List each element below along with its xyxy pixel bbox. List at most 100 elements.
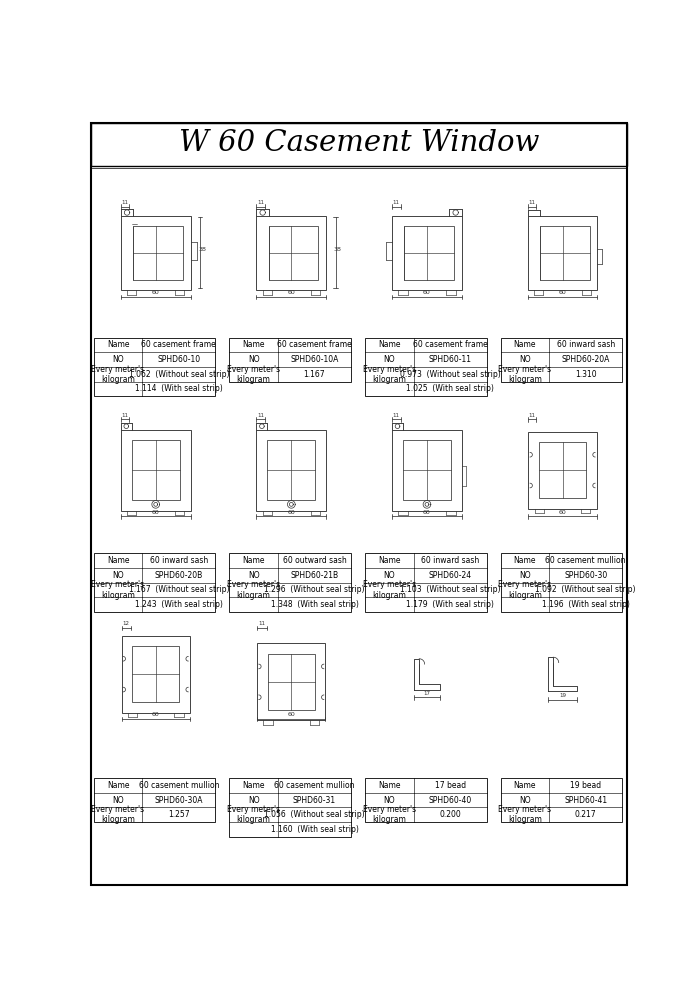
Bar bbox=[94, 778, 216, 822]
Text: Every meter's
kilogram: Every meter's kilogram bbox=[227, 364, 280, 384]
Text: 11: 11 bbox=[122, 413, 129, 418]
Text: Name: Name bbox=[514, 780, 536, 790]
Bar bbox=[132, 647, 179, 702]
Bar bbox=[121, 217, 190, 289]
Text: NO: NO bbox=[248, 795, 260, 804]
Text: NO: NO bbox=[112, 571, 124, 580]
Bar bbox=[267, 440, 315, 500]
Text: Every meter's
kilogram: Every meter's kilogram bbox=[92, 580, 145, 600]
Bar bbox=[230, 778, 351, 836]
Text: 19: 19 bbox=[559, 693, 566, 698]
Text: 1.114  (With seal strip): 1.114 (With seal strip) bbox=[135, 384, 223, 393]
Bar bbox=[230, 553, 351, 612]
Text: Name: Name bbox=[107, 340, 130, 349]
Bar bbox=[403, 440, 451, 500]
Text: 60: 60 bbox=[152, 290, 160, 295]
Text: 60 inward sash: 60 inward sash bbox=[150, 556, 208, 565]
Text: 17: 17 bbox=[424, 691, 430, 696]
Text: Name: Name bbox=[242, 556, 265, 565]
Text: SPHD60-11: SPHD60-11 bbox=[428, 355, 472, 364]
Text: 1.160  (With seal strip): 1.160 (With seal strip) bbox=[271, 824, 358, 833]
Bar bbox=[256, 217, 326, 289]
Text: Every meter's
kilogram: Every meter's kilogram bbox=[363, 364, 416, 384]
Text: SPHD60-31: SPHD60-31 bbox=[293, 795, 336, 804]
Text: 0.973  (Without seal strip): 0.973 (Without seal strip) bbox=[400, 369, 500, 379]
Text: 60: 60 bbox=[288, 290, 295, 295]
Text: SPHD60-41: SPHD60-41 bbox=[564, 795, 608, 804]
Text: SPHD60-40: SPHD60-40 bbox=[428, 795, 472, 804]
Bar bbox=[268, 654, 314, 710]
Text: W 60 Casement Window: W 60 Casement Window bbox=[178, 129, 539, 157]
Bar bbox=[122, 636, 190, 713]
Text: 1.243  (With seal strip): 1.243 (With seal strip) bbox=[135, 600, 223, 609]
Text: Name: Name bbox=[242, 780, 265, 790]
Bar bbox=[500, 553, 622, 612]
Bar bbox=[392, 217, 462, 289]
Text: Name: Name bbox=[107, 556, 130, 565]
Text: NO: NO bbox=[112, 795, 124, 804]
Text: Every meter's
kilogram: Every meter's kilogram bbox=[363, 580, 416, 600]
Text: Every meter's
kilogram: Every meter's kilogram bbox=[498, 580, 552, 600]
Text: SPHD60-30A: SPHD60-30A bbox=[155, 795, 203, 804]
Text: Name: Name bbox=[378, 780, 400, 790]
Text: Name: Name bbox=[242, 340, 265, 349]
Text: 60: 60 bbox=[423, 290, 430, 295]
Text: 60 casement mullion: 60 casement mullion bbox=[545, 556, 626, 565]
Bar bbox=[365, 337, 486, 396]
Text: 1.310: 1.310 bbox=[575, 369, 596, 379]
Text: 60 casement frame: 60 casement frame bbox=[413, 340, 487, 349]
Bar bbox=[121, 430, 190, 511]
Text: 60: 60 bbox=[288, 713, 295, 718]
Bar bbox=[500, 337, 622, 381]
Text: 1.167  (Without seal strip): 1.167 (Without seal strip) bbox=[129, 586, 229, 595]
Text: Name: Name bbox=[514, 556, 536, 565]
Bar bbox=[528, 217, 598, 289]
Bar bbox=[94, 337, 216, 396]
Text: 11: 11 bbox=[393, 413, 400, 418]
Text: 60 casement mullion: 60 casement mullion bbox=[139, 780, 219, 790]
Text: Every meter's
kilogram: Every meter's kilogram bbox=[498, 364, 552, 384]
Bar bbox=[540, 226, 589, 280]
Bar bbox=[500, 778, 622, 822]
Text: 1.296  (Without seal strip): 1.296 (Without seal strip) bbox=[264, 586, 365, 595]
Text: 1.062  (Without seal strip): 1.062 (Without seal strip) bbox=[129, 369, 229, 379]
Bar bbox=[230, 337, 351, 381]
Text: 11: 11 bbox=[528, 413, 536, 418]
Text: 60: 60 bbox=[559, 290, 566, 295]
Bar bbox=[365, 553, 486, 612]
Text: 38: 38 bbox=[198, 248, 206, 252]
Text: NO: NO bbox=[248, 355, 260, 364]
Text: 1.348  (With seal strip): 1.348 (With seal strip) bbox=[271, 600, 358, 609]
Text: Every meter's
kilogram: Every meter's kilogram bbox=[363, 805, 416, 824]
Bar bbox=[365, 778, 486, 822]
Bar bbox=[269, 226, 318, 280]
Text: 1.167: 1.167 bbox=[304, 369, 326, 379]
Bar bbox=[133, 226, 183, 280]
Text: NO: NO bbox=[112, 355, 124, 364]
Text: 60: 60 bbox=[152, 510, 160, 515]
Text: 60: 60 bbox=[559, 510, 566, 515]
Text: NO: NO bbox=[519, 355, 531, 364]
Text: 60: 60 bbox=[288, 510, 295, 515]
Text: 38: 38 bbox=[334, 248, 342, 252]
Bar bbox=[405, 226, 454, 280]
Text: 11: 11 bbox=[257, 201, 264, 206]
Text: 1.103  (Without seal strip): 1.103 (Without seal strip) bbox=[400, 586, 500, 595]
Text: 0.200: 0.200 bbox=[439, 810, 461, 819]
Text: NO: NO bbox=[384, 571, 395, 580]
Text: Name: Name bbox=[514, 340, 536, 349]
Text: SPHD60-10A: SPHD60-10A bbox=[290, 355, 339, 364]
Text: 60 outward sash: 60 outward sash bbox=[283, 556, 346, 565]
Bar bbox=[94, 553, 216, 612]
Text: 11: 11 bbox=[257, 413, 264, 418]
Text: 60 inward sash: 60 inward sash bbox=[421, 556, 480, 565]
Bar bbox=[132, 440, 180, 500]
Text: 11: 11 bbox=[393, 201, 400, 206]
Text: Name: Name bbox=[107, 780, 130, 790]
Text: 1.179  (With seal strip): 1.179 (With seal strip) bbox=[406, 600, 494, 609]
Bar bbox=[528, 431, 596, 509]
Text: 11: 11 bbox=[528, 201, 536, 206]
Text: 60: 60 bbox=[423, 510, 430, 515]
Text: 1.025  (With seal strip): 1.025 (With seal strip) bbox=[406, 384, 494, 393]
Text: SPHD60-21B: SPHD60-21B bbox=[290, 571, 339, 580]
